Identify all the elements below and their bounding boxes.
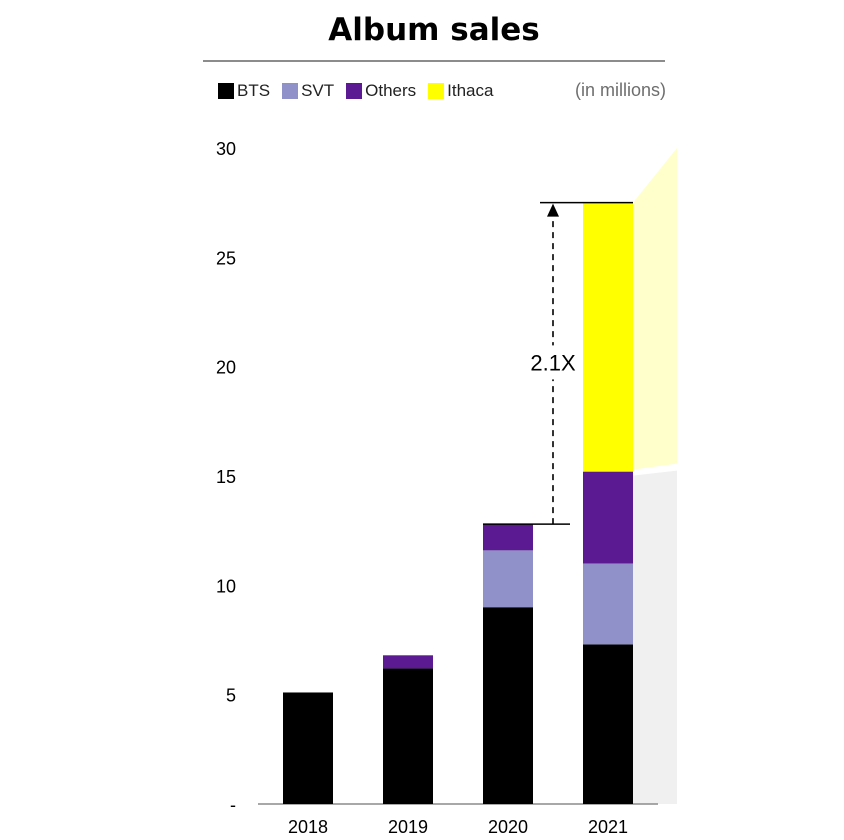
unit-note: (in millions) bbox=[574, 80, 666, 100]
y-tick-label-15: 15 bbox=[216, 467, 236, 487]
legend-item-bts: BTS bbox=[218, 81, 270, 101]
legend-swatch-others bbox=[346, 83, 363, 99]
bar-2021-ithaca bbox=[583, 202, 633, 472]
y-tick-label-20: 20 bbox=[216, 358, 236, 378]
legend-label-bts: BTS bbox=[237, 81, 271, 100]
legend-label-svt: SVT bbox=[301, 81, 335, 100]
callout-yellow-panel bbox=[633, 148, 677, 470]
annotation-arrowhead bbox=[547, 203, 559, 217]
legend-label-ithaca: Ithaca bbox=[447, 81, 494, 100]
x-tick-label-2021: 2021 bbox=[588, 817, 628, 837]
bar-2018-bts bbox=[283, 692, 333, 804]
legend-swatch-bts bbox=[218, 83, 234, 99]
annotation-label-background bbox=[526, 345, 582, 380]
bar-2020-others bbox=[483, 524, 533, 551]
y-tick-label-0: - bbox=[230, 795, 236, 815]
bar-2020-svt bbox=[483, 550, 533, 608]
legend-item-others: Others bbox=[346, 81, 416, 101]
legend-swatch-svt bbox=[282, 83, 299, 99]
bar-2019-bts bbox=[383, 668, 433, 804]
legend-swatch-ithaca bbox=[428, 83, 445, 99]
y-tick-label-5: 5 bbox=[226, 686, 236, 706]
y-tick-label-10: 10 bbox=[216, 576, 236, 596]
bar-2019-others bbox=[383, 655, 433, 669]
x-tick-label-2019: 2019 bbox=[388, 817, 428, 837]
legend-item-svt: SVT bbox=[282, 81, 334, 101]
annotation-label: 2.1X bbox=[530, 350, 576, 375]
legend: BTS SVT Others Ithaca bbox=[218, 80, 505, 102]
y-tick-label-30: 30 bbox=[216, 139, 236, 159]
bar-2021-svt bbox=[583, 563, 633, 645]
bar-2021-others bbox=[583, 471, 633, 564]
bar-2021-bts bbox=[583, 644, 633, 804]
chart-title: Album sales bbox=[328, 12, 540, 48]
legend-item-ithaca: Ithaca bbox=[428, 81, 493, 101]
x-tick-label-2018: 2018 bbox=[288, 817, 328, 837]
title-divider bbox=[203, 60, 665, 62]
callout-gray-panel bbox=[633, 470, 677, 804]
legend-label-others: Others bbox=[365, 81, 417, 100]
x-tick-label-2020: 2020 bbox=[488, 817, 528, 837]
y-tick-label-25: 25 bbox=[216, 248, 236, 268]
bar-2020-bts bbox=[483, 607, 533, 804]
